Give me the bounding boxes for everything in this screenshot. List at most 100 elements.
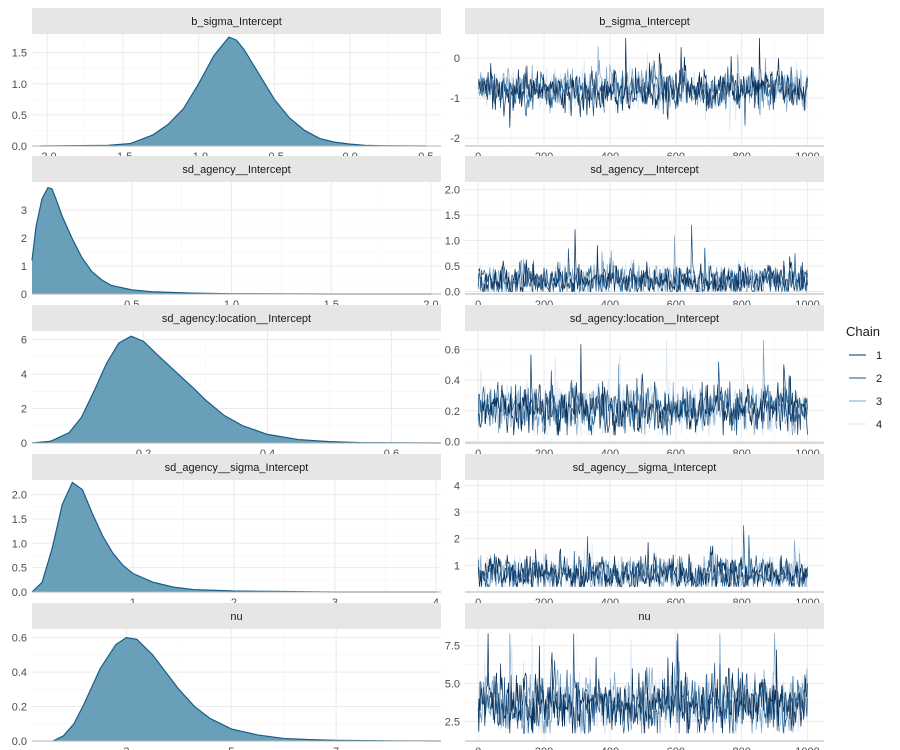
density-line: [31, 481, 436, 593]
legend-title: Chain: [846, 324, 880, 339]
y-tick-label: 0.5: [12, 110, 27, 122]
strip-title: sd_agency__Intercept: [182, 164, 290, 176]
y-tick-label: 0: [454, 53, 460, 65]
y-tick-label: 1.0: [445, 236, 460, 248]
legend: Chain 1 2 3 4: [846, 324, 882, 431]
y-tick-label: 1: [454, 560, 460, 572]
strip-background: [465, 603, 824, 629]
y-tick-label: 5.0: [445, 678, 460, 690]
legend-item-chain-2: 2: [849, 373, 882, 385]
panel-trace-4: nu 0 200 400 600 800 1000 2.5 5.0 7.5: [445, 603, 824, 750]
strip-background: [32, 305, 441, 331]
y-tick-label: 0.2: [445, 406, 460, 418]
y-tick-label: 0.4: [12, 667, 27, 679]
strip-title: b_sigma_Intercept: [599, 16, 690, 28]
trace-chain-1: [477, 37, 808, 128]
y-tick-label: 1.5: [12, 514, 27, 526]
y-tick-label: 0.6: [12, 633, 27, 645]
y-tick-label: 2.0: [445, 185, 460, 197]
y-tick-label: 0.2: [12, 702, 27, 714]
panel-density-0: b_sigma_Intercept-2.0-1.5-1.0-0.50.00.50…: [12, 8, 441, 163]
strip-background: [32, 454, 441, 480]
y-tick-label: 2.0: [12, 490, 27, 502]
panel-density-2: sd_agency:location__Intercept0.20.40.602…: [21, 305, 442, 460]
x-tick-label: 600: [667, 746, 685, 750]
panel-trace-0: b_sigma_Intercept02004006008001000-2-10: [450, 8, 824, 163]
y-tick-label: 0.5: [12, 563, 27, 575]
y-tick-label: 0.6: [445, 344, 460, 356]
strip-title: b_sigma_Intercept: [191, 16, 282, 28]
y-tick-label: 6: [21, 335, 27, 347]
ticks: 0.51.01.52.00123: [21, 205, 439, 311]
strip-title: sd_agency:location__Intercept: [570, 313, 719, 325]
density-area: [32, 187, 432, 294]
x-tick-label: 0: [475, 746, 481, 750]
y-tick-label: 1: [21, 261, 27, 273]
density-line: [31, 335, 442, 444]
density-line: [31, 186, 432, 295]
density-area: [52, 637, 441, 741]
y-tick-label: 1.5: [445, 210, 460, 222]
panel-trace-2: sd_agency:location__Intercept02004006008…: [445, 305, 824, 460]
y-tick-label: 0: [21, 289, 27, 301]
strip-title: nu: [638, 611, 650, 623]
y-tick-label: 0.5: [445, 261, 460, 273]
x-tick-label: 3: [123, 746, 129, 750]
panel-trace-1: sd_agency__Intercept020040060080010000.0…: [445, 156, 824, 311]
legend-label: 4: [876, 419, 882, 431]
y-tick-label: 1.0: [12, 538, 27, 550]
ticks: 020040060080010001234: [454, 480, 820, 609]
density-line: [52, 636, 442, 742]
trace-chain-2: [477, 633, 808, 735]
strip-background: [465, 8, 824, 34]
ticks: 0 200 400 600 800 1000 2.5 5.0 7.5: [445, 641, 820, 750]
panels: b_sigma_Intercept-2.0-1.5-1.0-0.50.00.50…: [12, 8, 824, 750]
density-area: [32, 336, 441, 443]
x-tick-label: 5: [228, 746, 234, 750]
panel-trace-3: sd_agency__sigma_Intercept02004006008001…: [454, 454, 824, 609]
y-tick-label: 0.4: [445, 375, 460, 387]
y-tick-label: 1.5: [12, 48, 27, 60]
legend-label: 2: [876, 373, 882, 385]
strip-title: sd_agency__sigma_Intercept: [573, 462, 717, 474]
x-tick-label: 800: [732, 746, 750, 750]
legend-items: 1 2 3 4: [849, 350, 882, 431]
ticks: 020040060080010000.00.51.01.52.0: [445, 185, 820, 311]
y-tick-label: 0.0: [12, 587, 27, 599]
trace-chain-1: [477, 542, 808, 588]
strip-title: sd_agency__sigma_Intercept: [165, 462, 309, 474]
y-tick-label: 7.5: [445, 641, 460, 653]
trace-chain-1: [477, 344, 808, 436]
legend-item-chain-3: 3: [849, 396, 882, 408]
strip-background: [465, 305, 824, 331]
legend-label: 1: [876, 350, 882, 362]
strip-background: [32, 156, 441, 182]
y-tick-label: 0.0: [12, 736, 27, 748]
y-tick-label: 0: [21, 438, 27, 450]
y-tick-label: 4: [454, 480, 460, 492]
y-tick-label: 1.0: [12, 79, 27, 91]
y-tick-label: -2: [450, 133, 460, 145]
strip-background: [465, 454, 824, 480]
y-tick-label: 0.0: [12, 141, 27, 153]
y-tick-label: 2.5: [445, 716, 460, 728]
trace-chain-2: [477, 60, 808, 126]
strip-background: [32, 603, 441, 629]
strip-title: nu: [230, 611, 242, 623]
density-area: [32, 482, 436, 592]
panel-density-3: sd_agency__sigma_Intercept12340.00.51.01…: [12, 454, 441, 609]
strip-title: sd_agency__Intercept: [590, 164, 698, 176]
y-tick-label: 2: [21, 404, 27, 416]
x-tick-label: 200: [535, 746, 553, 750]
y-tick-label: 0.0: [445, 436, 460, 448]
legend-label: 3: [876, 396, 882, 408]
y-tick-label: 3: [454, 507, 460, 519]
strip-title: sd_agency:location__Intercept: [162, 313, 311, 325]
trace-chain-1: [477, 633, 808, 734]
legend-item-chain-1: 1: [849, 350, 882, 362]
density-area: [39, 37, 426, 146]
strip-background: [465, 156, 824, 182]
x-tick-label: 1000: [795, 746, 819, 750]
